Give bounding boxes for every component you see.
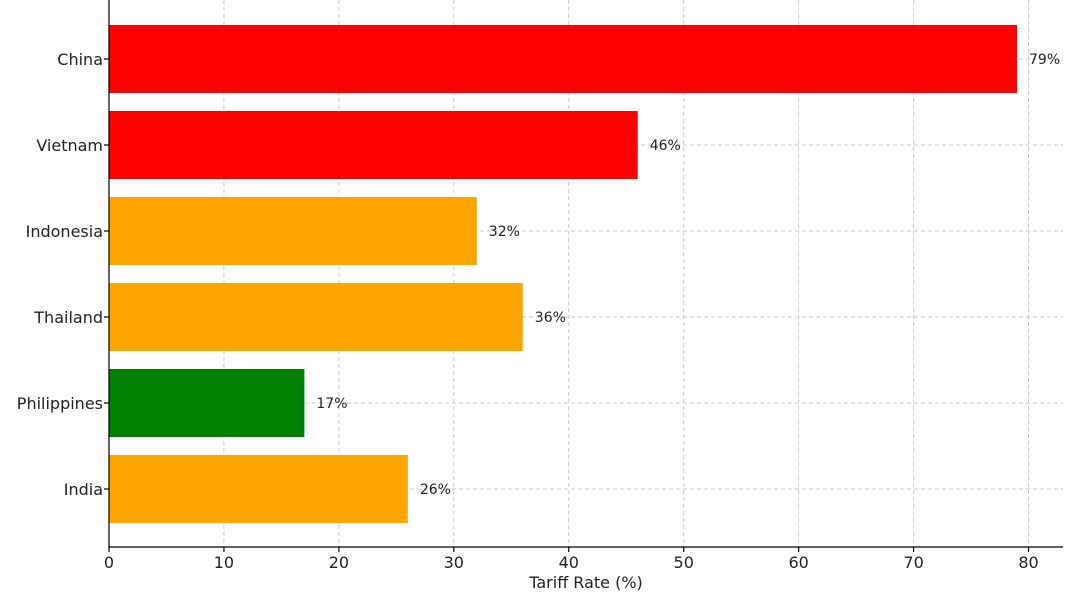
x-tick-label: 50 xyxy=(674,553,694,572)
category-label: Vietnam xyxy=(36,136,103,155)
bar xyxy=(109,25,1018,93)
bar xyxy=(109,111,638,179)
bar-value-label: 17% xyxy=(316,396,347,412)
bar xyxy=(109,197,477,265)
x-tick-label: 70 xyxy=(903,553,923,572)
bar xyxy=(109,455,408,523)
x-tick-label: 40 xyxy=(559,553,579,572)
x-tick-label: 0 xyxy=(104,553,114,572)
category-labels: China Vietnam Indonesia Thailand Philippines… xyxy=(17,50,109,499)
x-tick-label: 20 xyxy=(329,553,349,572)
bar xyxy=(109,369,305,437)
x-axis-title: Tariff Rate (%) xyxy=(528,573,643,592)
x-ticks: 0 10 20 30 40 50 60 70 80 xyxy=(104,547,1039,572)
x-tick-label: 60 xyxy=(788,553,808,572)
data-labels: 79% 46% 32% 36% 17% 26% xyxy=(316,52,1060,498)
bar-value-label: 79% xyxy=(1029,52,1060,68)
bar-value-label: 46% xyxy=(650,138,681,154)
bars xyxy=(109,25,1018,523)
category-label: China xyxy=(57,50,103,69)
x-tick-label: 10 xyxy=(214,553,234,572)
x-tick-label: 30 xyxy=(444,553,464,572)
category-label: India xyxy=(64,480,103,499)
category-label: Thailand xyxy=(33,308,103,327)
bar-value-label: 32% xyxy=(489,224,520,240)
bar-value-label: 36% xyxy=(535,310,566,326)
bar xyxy=(109,283,523,351)
x-tick-label: 80 xyxy=(1018,553,1038,572)
category-label: Philippines xyxy=(17,394,103,413)
category-label: Indonesia xyxy=(26,222,103,241)
bar-value-label: 26% xyxy=(420,482,451,498)
